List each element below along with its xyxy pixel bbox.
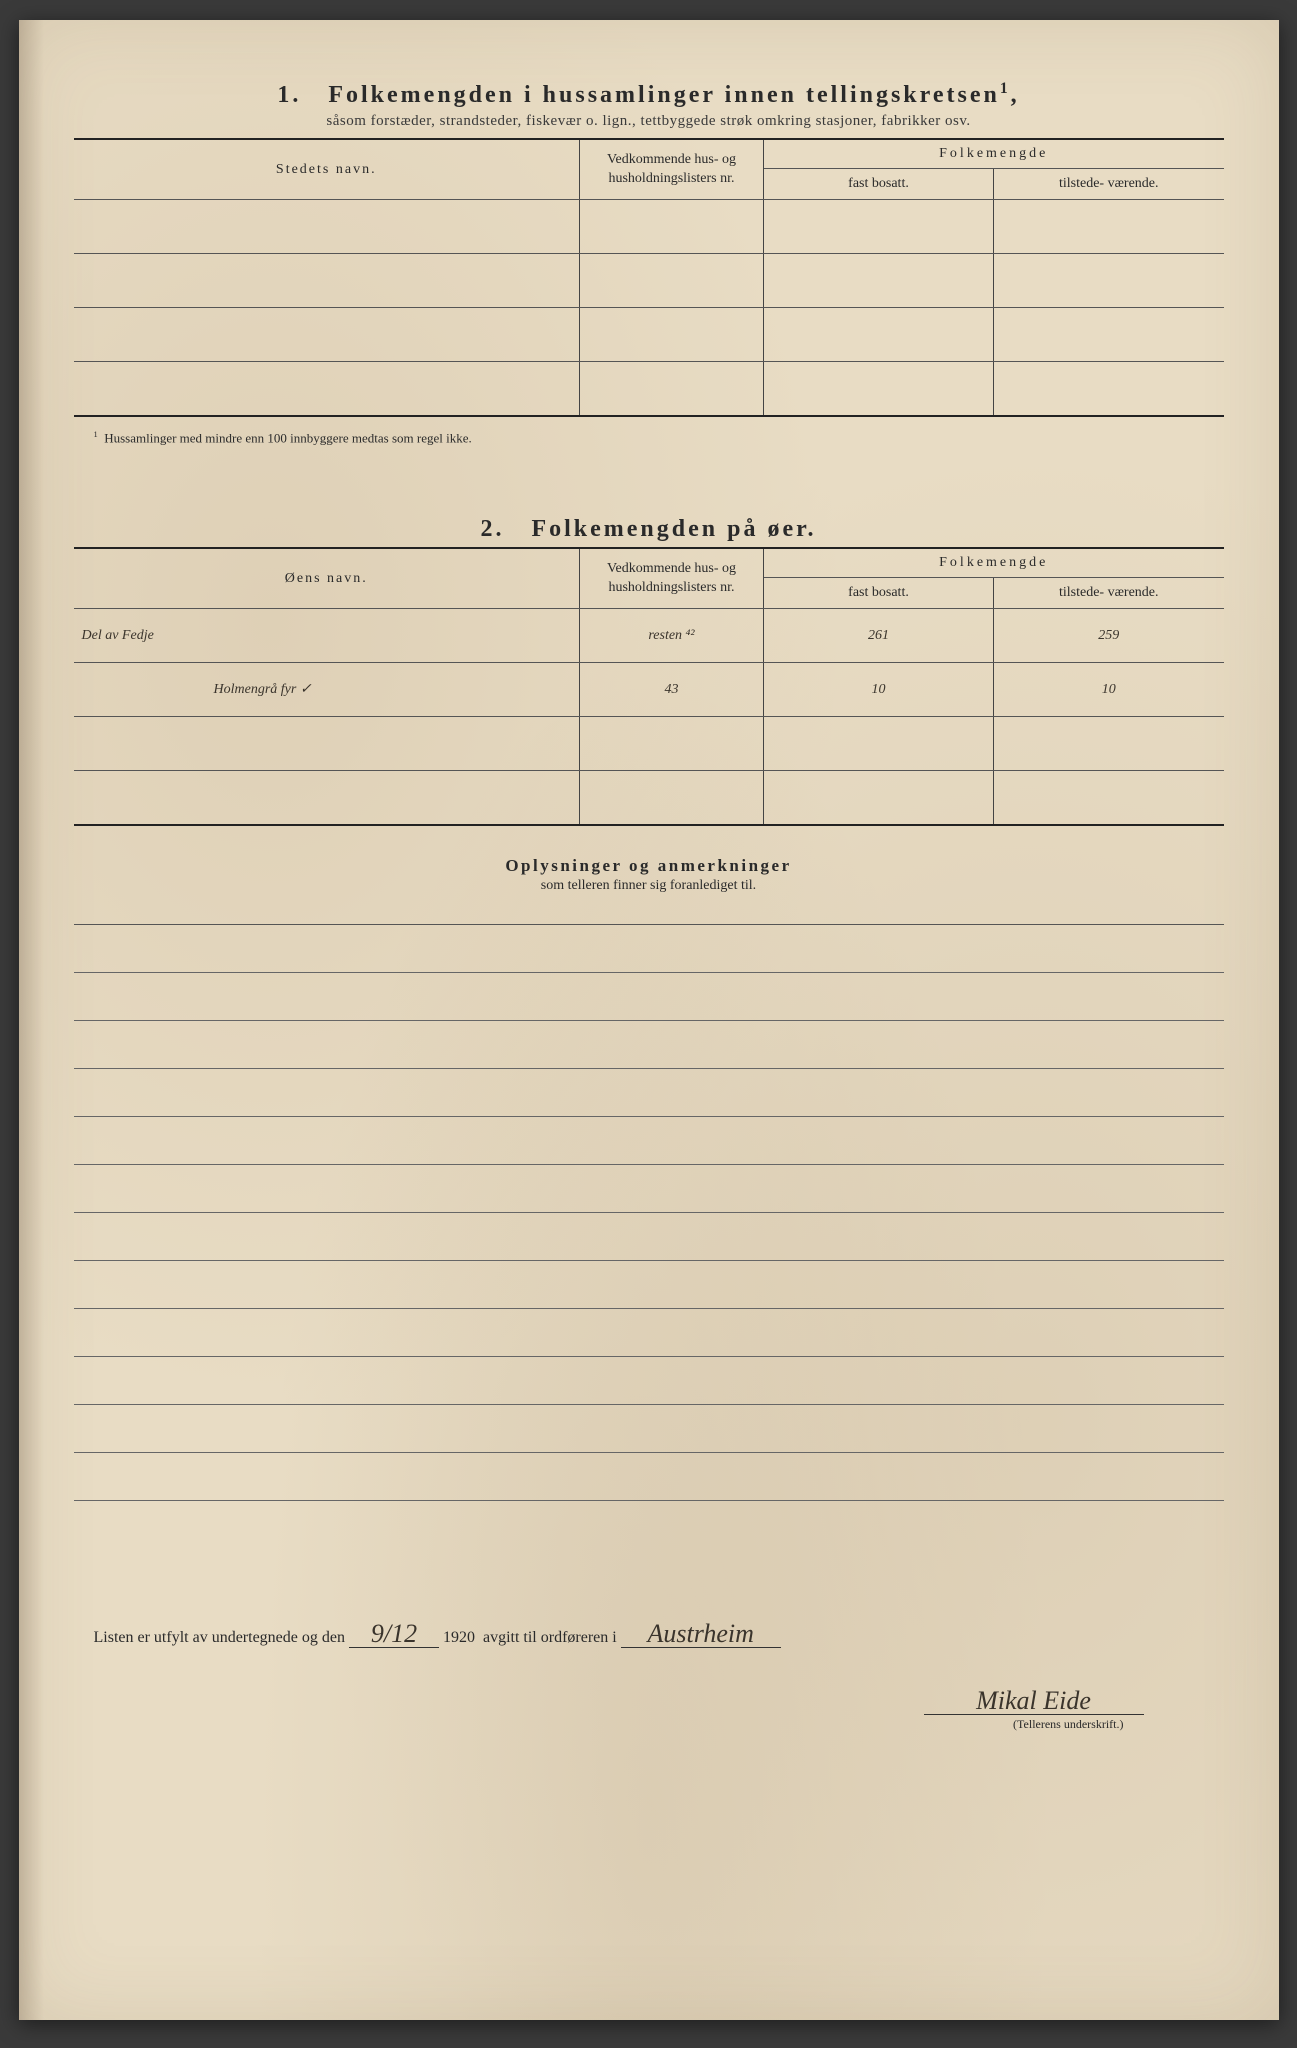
ruled-line bbox=[74, 1357, 1224, 1405]
th-fast-2: fast bosatt. bbox=[764, 578, 994, 609]
section-2-number: 2. bbox=[480, 516, 504, 542]
table-2: Øens navn. Vedkommende hus- og husholdni… bbox=[74, 547, 1224, 826]
ruled-line bbox=[74, 1261, 1224, 1309]
table-row: Holmengrå fyr ✓ 43 10 10 bbox=[74, 663, 1224, 717]
census-form-page: 1. Folkemengden i hussamlinger innen tel… bbox=[19, 20, 1279, 2020]
sig-place: Austrheim bbox=[621, 1621, 781, 1648]
table-row bbox=[74, 771, 1224, 825]
th-tilstede-2: tilstede- værende. bbox=[994, 578, 1224, 609]
sig-mid: avgitt til ordføreren i bbox=[483, 1629, 617, 1646]
sig-caption: (Tellerens underskrift.) bbox=[94, 1717, 1204, 1732]
section-1-footnote: 1 Hussamlinger med mindre enn 100 innbyg… bbox=[74, 429, 1224, 446]
table-1: Stedets navn. Vedkommende hus- og hushol… bbox=[74, 138, 1224, 417]
cell-nr: 43 bbox=[580, 663, 764, 717]
th-listers-nr: Vedkommende hus- og husholdningslisters … bbox=[580, 139, 764, 200]
th-oens-navn: Øens navn. bbox=[74, 548, 580, 609]
ruled-line bbox=[74, 1309, 1224, 1357]
section-2-title-text: Folkemengden på øer. bbox=[531, 516, 816, 542]
sig-date: 9/12 bbox=[349, 1621, 439, 1648]
section-2-title: 2. Folkemengden på øer. bbox=[74, 516, 1224, 543]
ruled-line bbox=[74, 1453, 1224, 1501]
table-row bbox=[74, 308, 1224, 362]
th-tilstede: tilstede- værende. bbox=[994, 169, 1224, 200]
th-folkemengde: Folkemengde bbox=[764, 139, 1224, 169]
table-row: Del av Fedje resten ⁴² 261 259 bbox=[74, 609, 1224, 663]
section-1-title: 1. Folkemengden i hussamlinger innen tel… bbox=[74, 80, 1224, 109]
ruled-line bbox=[74, 1405, 1224, 1453]
footnote-text: Hussamlinger med mindre enn 100 innbygge… bbox=[104, 430, 472, 445]
table-row bbox=[74, 254, 1224, 308]
cell-til: 259 bbox=[994, 609, 1224, 663]
ruled-area bbox=[74, 924, 1224, 1501]
section-2: 2. Folkemengden på øer. Øens navn. Vedko… bbox=[74, 516, 1224, 826]
table-row bbox=[74, 362, 1224, 416]
th-fast: fast bosatt. bbox=[764, 169, 994, 200]
section-1-number: 1. bbox=[277, 82, 301, 108]
table-row bbox=[74, 200, 1224, 254]
footnote-marker: 1 bbox=[94, 429, 98, 439]
table-row bbox=[74, 717, 1224, 771]
ruled-line bbox=[74, 1021, 1224, 1069]
sig-name: Mikal Eide bbox=[924, 1688, 1144, 1715]
ruled-line bbox=[74, 1069, 1224, 1117]
cell-til: 10 bbox=[994, 663, 1224, 717]
sig-prefix: Listen er utfylt av undertegnede og den bbox=[94, 1629, 345, 1646]
ruled-line bbox=[74, 973, 1224, 1021]
th-folkemengde-2: Folkemengde bbox=[764, 548, 1224, 578]
section-1-subtitle: såsom forstæder, strandsteder, fiskevær … bbox=[74, 113, 1224, 130]
table-1-body bbox=[74, 200, 1224, 416]
ruled-line bbox=[74, 1117, 1224, 1165]
section-3-subtitle: som telleren finner sig foranlediget til… bbox=[74, 878, 1224, 894]
section-3-title: Oplysninger og anmerkninger bbox=[74, 856, 1224, 876]
section-1-sup: 1 bbox=[1000, 80, 1011, 97]
th-stedets-navn: Stedets navn. bbox=[74, 139, 580, 200]
section-1: 1. Folkemengden i hussamlinger innen tel… bbox=[74, 80, 1224, 446]
sig-year: 1920 bbox=[443, 1629, 475, 1646]
ruled-line bbox=[74, 1165, 1224, 1213]
cell-name: Del av Fedje bbox=[74, 609, 580, 663]
th-listers-nr-2: Vedkommende hus- og husholdningslisters … bbox=[580, 548, 764, 609]
cell-name: Holmengrå fyr ✓ bbox=[74, 663, 580, 717]
ruled-line bbox=[74, 925, 1224, 973]
cell-nr: resten ⁴² bbox=[580, 609, 764, 663]
signature-block: Listen er utfylt av undertegnede og den … bbox=[74, 1621, 1224, 1732]
cell-fast: 261 bbox=[764, 609, 994, 663]
table-2-body: Del av Fedje resten ⁴² 261 259 Holmengrå… bbox=[74, 609, 1224, 825]
section-3: Oplysninger og anmerkninger som telleren… bbox=[74, 856, 1224, 1501]
section-1-title-text: Folkemengden i hussamlinger innen tellin… bbox=[328, 82, 1000, 108]
cell-fast: 10 bbox=[764, 663, 994, 717]
ruled-line bbox=[74, 1213, 1224, 1261]
